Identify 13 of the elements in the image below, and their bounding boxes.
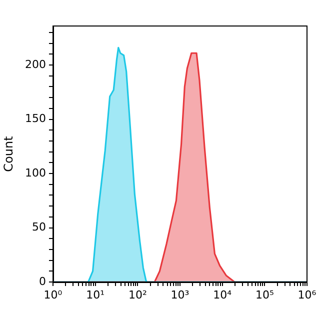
x-tick-label: 10¹: [86, 288, 105, 302]
y-tick-label: 200: [25, 58, 46, 71]
y-tick-label: 100: [25, 166, 46, 180]
y-tick-label: 50: [32, 220, 46, 234]
x-tick-label: 10⁰: [44, 288, 63, 302]
x-tick-label: 10²: [128, 288, 147, 302]
x-tick-label: 10⁵: [255, 288, 274, 302]
x-tick-label: 10³: [170, 288, 190, 302]
y-tick-label: 150: [25, 112, 46, 126]
y-tick-label: 0: [39, 274, 46, 288]
x-tick-label: 10⁴: [213, 288, 232, 302]
x-tick-label: 10⁶: [298, 288, 317, 302]
y-axis-title: Count: [1, 136, 16, 172]
